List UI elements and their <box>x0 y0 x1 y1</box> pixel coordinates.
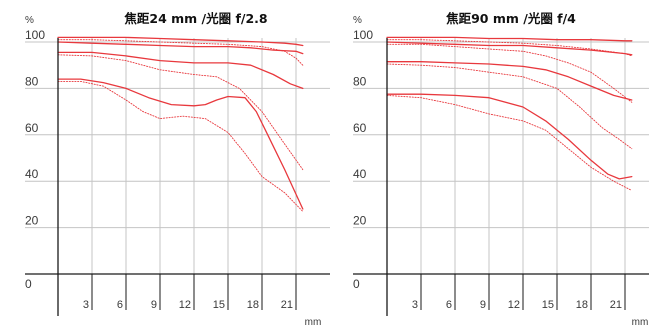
x-tick-label: 12 <box>179 299 191 311</box>
axes <box>353 38 649 316</box>
x-tick-label: 6 <box>446 299 452 311</box>
y-tick-label: 0 <box>25 277 32 291</box>
series-line-2-solid <box>386 41 633 56</box>
series-line-4-dotted <box>57 54 304 171</box>
series-line-3-dotted <box>386 43 633 103</box>
x-tick-label: 9 <box>151 299 157 311</box>
y-tick-label: 80 <box>25 74 39 88</box>
y-tick-labels: 0 20 40 60 80 100 <box>353 28 373 291</box>
series-line-4-solid <box>386 61 633 101</box>
series-line-1-dotted <box>57 39 304 66</box>
y-tick-label: 40 <box>25 167 39 181</box>
y-tick-label: 60 <box>353 121 367 135</box>
x-tick-label: 18 <box>247 299 259 311</box>
y-tick-label: 80 <box>353 74 367 88</box>
x-tick-labels: 3 6 9 12 15 18 21 <box>412 299 622 311</box>
chart-title: 焦距90 mm /光圈 f/4 <box>445 11 576 26</box>
x-tick-label: 21 <box>281 299 293 311</box>
y-tick-labels: 0 20 40 60 80 100 <box>25 28 45 291</box>
x-tick-label: 15 <box>213 299 225 311</box>
x-tick-label: 9 <box>480 299 486 311</box>
y-tick-label: 60 <box>25 121 39 135</box>
x-tick-label: 6 <box>117 299 123 311</box>
x-tick-label: 12 <box>508 299 520 311</box>
series-line-0-solid <box>57 36 304 47</box>
x-tick-label: 3 <box>83 299 89 311</box>
mtf-chart-24mm: % 焦距24 mm /光圈 f/2.8 0 20 40 60 80 100 3 6 9 12 15… <box>25 11 330 327</box>
series-line-3-solid <box>57 51 304 90</box>
x-tick-label: 21 <box>610 299 622 311</box>
x-tick-label: 3 <box>412 299 418 311</box>
y-tick-label: 40 <box>353 167 367 181</box>
series-line-2-solid <box>57 41 304 55</box>
y-tick-label: 20 <box>25 214 39 228</box>
grid <box>25 38 330 274</box>
x-tick-labels: 3 6 9 12 15 18 21 <box>83 299 293 311</box>
grid <box>353 38 649 274</box>
y-unit-label: % <box>353 15 362 26</box>
y-unit-label: % <box>25 15 34 26</box>
series-line-6-dotted <box>57 80 304 212</box>
series-line-5-solid <box>57 78 304 210</box>
series-group <box>57 36 304 212</box>
x-tick-label: 15 <box>542 299 554 311</box>
series-line-0-solid <box>386 36 633 42</box>
axes <box>25 38 330 316</box>
x-unit-label: mm <box>305 317 322 327</box>
x-unit-label: mm <box>632 317 649 327</box>
y-tick-label: 100 <box>25 28 45 42</box>
x-tick-label: 18 <box>576 299 588 311</box>
series-line-7-dotted <box>386 94 633 191</box>
y-tick-label: 0 <box>353 277 360 291</box>
series-line-6-solid <box>386 93 633 180</box>
y-tick-label: 100 <box>353 28 373 42</box>
y-tick-label: 20 <box>353 214 367 228</box>
chart-title: 焦距24 mm /光圈 f/2.8 <box>123 11 267 26</box>
series-line-5-dotted <box>386 63 633 150</box>
mtf-chart-90mm: % 焦距90 mm /光圈 f/4 0 20 40 60 80 100 3 6 9 12 15 18… <box>353 11 649 327</box>
series-group <box>386 36 633 191</box>
